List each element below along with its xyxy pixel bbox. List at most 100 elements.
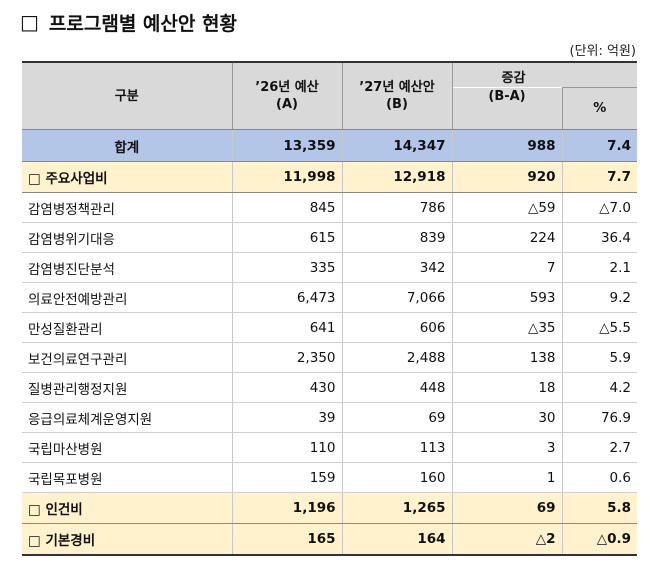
cell-change: △35: [451, 312, 562, 343]
cell-budget-26: 6,473: [231, 282, 342, 313]
row-label: 감염병진단분석: [22, 252, 232, 283]
table-row: 응급의료체계운영지원 39 69 30 76.9: [22, 402, 637, 433]
table-row: 질병관리행정지원 430 448 18 4.2: [22, 372, 637, 403]
cell-pct: △5.5: [561, 312, 637, 343]
table-row: 국립마산병원 110 113 3 2.7: [22, 432, 637, 463]
cell-pct: 7.4: [561, 129, 637, 162]
cell-budget-27: 2,488: [341, 342, 452, 373]
cell-pct: △7.0: [561, 192, 637, 223]
row-label: 응급의료체계운영지원: [22, 402, 232, 433]
table-row: 의료안전예방관리 6,473 7,066 593 9.2: [22, 282, 637, 313]
row-label: 보건의료연구관리: [22, 342, 232, 373]
cell-pct: 2.1: [561, 252, 637, 283]
header-budget-26-label: ’26년 예산: [255, 80, 319, 95]
header-budget-27: ’27년 예산안 (B): [341, 61, 452, 130]
cell-change: △2: [451, 523, 562, 556]
cell-change: 1: [451, 462, 562, 493]
row-label: 감염병정책관리: [22, 192, 232, 223]
cell-change: 3: [451, 432, 562, 463]
title-marker: □: [20, 10, 39, 34]
row-label: 만성질환관리: [22, 312, 232, 343]
cell-change: 593: [451, 282, 562, 313]
page-title: □ 프로그램별 예산안 현황: [20, 8, 237, 36]
cell-budget-27: 448: [341, 372, 452, 403]
cell-budget-27: 113: [341, 432, 452, 463]
cell-budget-26: 110: [231, 432, 342, 463]
row-label: 질병관리행정지원: [22, 372, 232, 403]
header-budget-26-sub: (A): [276, 97, 298, 112]
row-label: □ 인건비: [22, 492, 232, 524]
cell-budget-27: 69: [341, 402, 452, 433]
cell-budget-26: 11,998: [231, 161, 342, 193]
cell-budget-27: 14,347: [341, 129, 452, 162]
table-row: 국립목포병원 159 160 1 0.6: [22, 462, 637, 493]
category-row: □ 인건비 1,196 1,265 69 5.8: [22, 492, 637, 524]
cell-pct: 5.9: [561, 342, 637, 373]
header-budget-27-sub: (B): [386, 97, 408, 112]
cell-budget-26: 615: [231, 222, 342, 253]
cell-budget-26: 430: [231, 372, 342, 403]
cell-budget-27: 786: [341, 192, 452, 223]
row-label: 국립목포병원: [22, 462, 232, 493]
cell-budget-27: 606: [341, 312, 452, 343]
cell-budget-26: 159: [231, 462, 342, 493]
table-row: 보건의료연구관리 2,350 2,488 138 5.9: [22, 342, 637, 373]
unit-label: (단위: 억원): [569, 44, 637, 59]
table-row: 만성질환관리 641 606 △35 △5.5: [22, 312, 637, 343]
header-budget-26: ’26년 예산 (A): [231, 61, 342, 130]
cell-change: 18: [451, 372, 562, 403]
cell-pct: 4.2: [561, 372, 637, 403]
cell-pct: 5.8: [561, 492, 637, 524]
category-row: □ 기본경비 165 164 △2 △0.9: [22, 523, 637, 556]
header-budget-27-label: ’27년 예산안: [359, 80, 435, 95]
header-pct: %: [561, 87, 637, 130]
row-label: 국립마산병원: [22, 432, 232, 463]
cell-budget-26: 335: [231, 252, 342, 283]
row-label: 합계: [22, 129, 232, 162]
table-row: 감염병위기대응 615 839 224 36.4: [22, 222, 637, 253]
budget-table: 구분 ’26년 예산 (A) ’27년 예산안 (B) 증감 (B-A) % 합…: [22, 61, 637, 556]
cell-pct: △0.9: [561, 523, 637, 556]
cell-change: △59: [451, 192, 562, 223]
row-label: 감염병위기대응: [22, 222, 232, 253]
cell-pct: 7.7: [561, 161, 637, 193]
cell-budget-26: 1,196: [231, 492, 342, 524]
title-text: 프로그램별 예산안 현황: [48, 12, 237, 35]
cell-change: 920: [451, 161, 562, 193]
row-label: □ 기본경비: [22, 523, 232, 556]
cell-change: 7: [451, 252, 562, 283]
cell-budget-26: 641: [231, 312, 342, 343]
cell-change: 69: [451, 492, 562, 524]
cell-pct: 2.7: [561, 432, 637, 463]
cell-change: 988: [451, 129, 562, 162]
cell-budget-26: 39: [231, 402, 342, 433]
cell-budget-27: 1,265: [341, 492, 452, 524]
cell-pct: 9.2: [561, 282, 637, 313]
cell-budget-27: 7,066: [341, 282, 452, 313]
cell-change: 30: [451, 402, 562, 433]
total-row: 합계 13,359 14,347 988 7.4: [22, 129, 637, 162]
cell-budget-27: 12,918: [341, 161, 452, 193]
header-change-sub: (B-A): [451, 87, 562, 130]
cell-change: 138: [451, 342, 562, 373]
row-label: □ 주요사업비: [22, 161, 232, 193]
cell-budget-27: 164: [341, 523, 452, 556]
table-row: 감염병정책관리 845 786 △59 △7.0: [22, 192, 637, 223]
header-change-label: 증감: [501, 71, 526, 86]
cell-budget-26: 165: [231, 523, 342, 556]
cell-budget-27: 342: [341, 252, 452, 283]
cell-pct: 36.4: [561, 222, 637, 253]
cell-budget-27: 160: [341, 462, 452, 493]
cell-budget-26: 845: [231, 192, 342, 223]
table-body: 합계 13,359 14,347 988 7.4 □ 주요사업비 11,998 12,918 9…: [22, 129, 637, 556]
header-change: 증감: [451, 61, 637, 88]
cell-budget-27: 839: [341, 222, 452, 253]
cell-budget-26: 2,350: [231, 342, 342, 373]
header-category: 구분: [22, 61, 232, 130]
cell-pct: 0.6: [561, 462, 637, 493]
category-row: □ 주요사업비 11,998 12,918 920 7.7: [22, 161, 637, 193]
row-label: 의료안전예방관리: [22, 282, 232, 313]
cell-change: 224: [451, 222, 562, 253]
table-row: 감염병진단분석 335 342 7 2.1: [22, 252, 637, 283]
cell-pct: 76.9: [561, 402, 637, 433]
